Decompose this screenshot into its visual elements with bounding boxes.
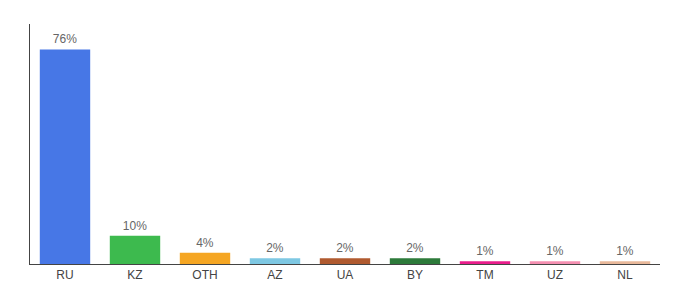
svg-text:76%: 76% [53,32,77,46]
svg-text:10%: 10% [123,219,147,233]
svg-text:KZ: KZ [127,268,142,282]
svg-text:BY: BY [407,268,423,282]
svg-text:1%: 1% [476,244,494,258]
svg-text:2%: 2% [406,241,424,255]
svg-text:OTH: OTH [192,268,217,282]
svg-text:UZ: UZ [547,268,563,282]
svg-text:NL: NL [617,268,633,282]
svg-text:TM: TM [476,268,493,282]
svg-text:4%: 4% [196,236,214,250]
svg-text:1%: 1% [616,244,634,258]
svg-text:AZ: AZ [267,268,282,282]
svg-text:UA: UA [337,268,354,282]
svg-text:1%: 1% [546,244,564,258]
svg-text:2%: 2% [266,241,284,255]
svg-text:2%: 2% [336,241,354,255]
svg-text:RU: RU [56,268,73,282]
